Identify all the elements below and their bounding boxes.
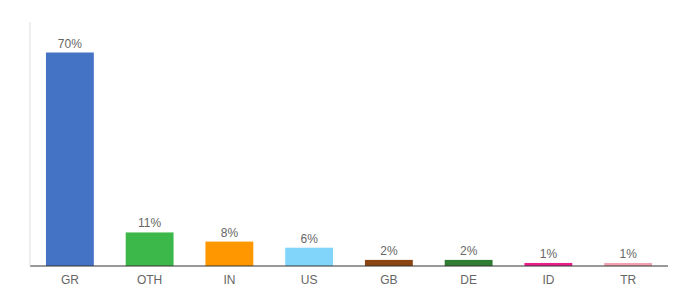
data-label: 11% [138, 216, 161, 230]
x-axis: GR OTH IN US GB DE ID TR [30, 266, 668, 287]
x-tick-label: GB [380, 273, 397, 287]
x-tick-label: TR [620, 273, 636, 287]
data-label: 2% [460, 244, 478, 258]
data-label: 8% [221, 226, 239, 240]
bar [126, 232, 174, 266]
data-label: 70% [58, 37, 82, 51]
data-label: 1% [540, 247, 558, 261]
chart: 70% 11% 8% 6% 2% 2% 1% 1% GR OTH IN US GB DE ID TR [0, 0, 680, 300]
chart-container: 70% 11% 8% 6% 2% 2% 1% 1% GR OTH IN US GB DE ID TR [0, 0, 680, 300]
data-label: 6% [300, 232, 318, 246]
bars [46, 53, 652, 267]
bar [46, 53, 94, 267]
x-tick-label: GR [61, 273, 79, 287]
bar [285, 248, 333, 266]
bar [365, 260, 413, 266]
data-labels: 70% 11% 8% 6% 2% 2% 1% 1% [58, 37, 637, 261]
data-label: 2% [380, 244, 398, 258]
x-axis-line [30, 266, 668, 267]
x-tick-label: DE [460, 273, 477, 287]
bar [445, 260, 493, 266]
bar [205, 242, 253, 266]
y-axis-line [30, 22, 31, 266]
x-tick-label: OTH [137, 273, 162, 287]
x-tick-label: ID [542, 273, 554, 287]
x-tick-label: IN [223, 273, 235, 287]
data-label: 1% [619, 247, 637, 261]
x-tick-label: US [301, 273, 318, 287]
